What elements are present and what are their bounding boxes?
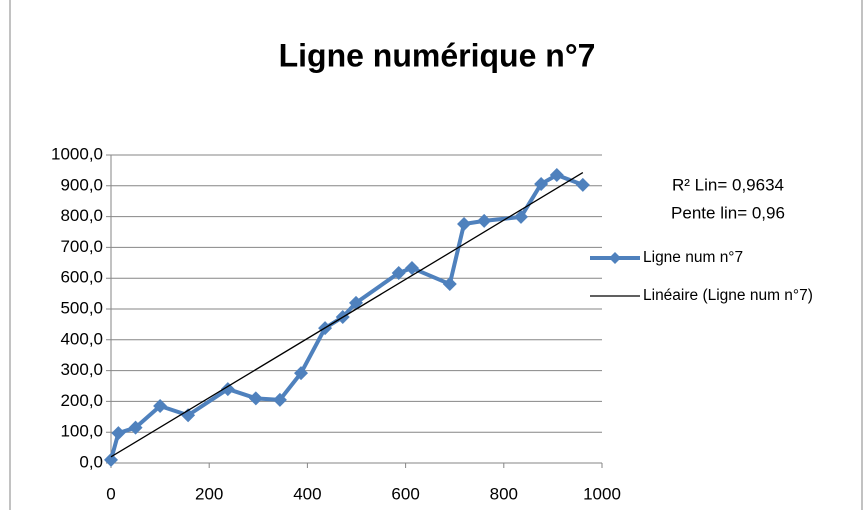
annotation: R² Lin= 0,9634 <box>672 175 784 194</box>
x-tick-label: 0 <box>106 484 115 503</box>
y-tick-label: 800,0 <box>60 206 103 225</box>
marker <box>272 392 287 407</box>
y-tick-label: 600,0 <box>60 268 103 287</box>
legend-label: Ligne num n°7 <box>643 249 743 266</box>
annotation: Pente lin= 0,96 <box>671 203 785 222</box>
y-tick-label: 200,0 <box>60 391 103 410</box>
chart-frame <box>9 0 863 510</box>
marker <box>457 216 472 231</box>
marker <box>104 452 118 467</box>
x-tick-label: 600 <box>391 484 419 503</box>
legend-marker <box>609 252 621 264</box>
x-tick-label: 200 <box>195 484 223 503</box>
marker <box>111 426 126 441</box>
y-tick-label: 900,0 <box>60 175 103 194</box>
y-tick-label: 100,0 <box>60 422 103 441</box>
x-tick-label: 400 <box>293 484 321 503</box>
marker <box>391 265 406 280</box>
marker <box>513 209 528 224</box>
marker <box>549 168 564 183</box>
legend-label: Linéaire (Ligne num n°7) <box>643 287 813 304</box>
x-tick-label: 1000 <box>583 484 621 503</box>
marker <box>404 261 419 276</box>
marker <box>575 177 590 192</box>
y-tick-label: 400,0 <box>60 329 103 348</box>
marker <box>442 277 457 292</box>
marker <box>128 420 143 435</box>
y-tick-label: 700,0 <box>60 237 103 256</box>
marker <box>153 399 168 414</box>
marker <box>477 213 492 228</box>
y-tick-label: 1000,0 <box>51 144 103 163</box>
marker <box>220 382 235 397</box>
y-tick-label: 300,0 <box>60 360 103 379</box>
marker <box>248 391 263 406</box>
marker <box>294 366 309 381</box>
chart-title: Ligne numérique n°7 <box>279 37 596 73</box>
y-tick-label: 500,0 <box>60 298 103 317</box>
series-line <box>110 171 584 458</box>
y-tick-label: 0,0 <box>79 452 103 471</box>
marker <box>534 176 549 191</box>
x-tick-label: 800 <box>490 484 518 503</box>
marker <box>349 295 364 310</box>
